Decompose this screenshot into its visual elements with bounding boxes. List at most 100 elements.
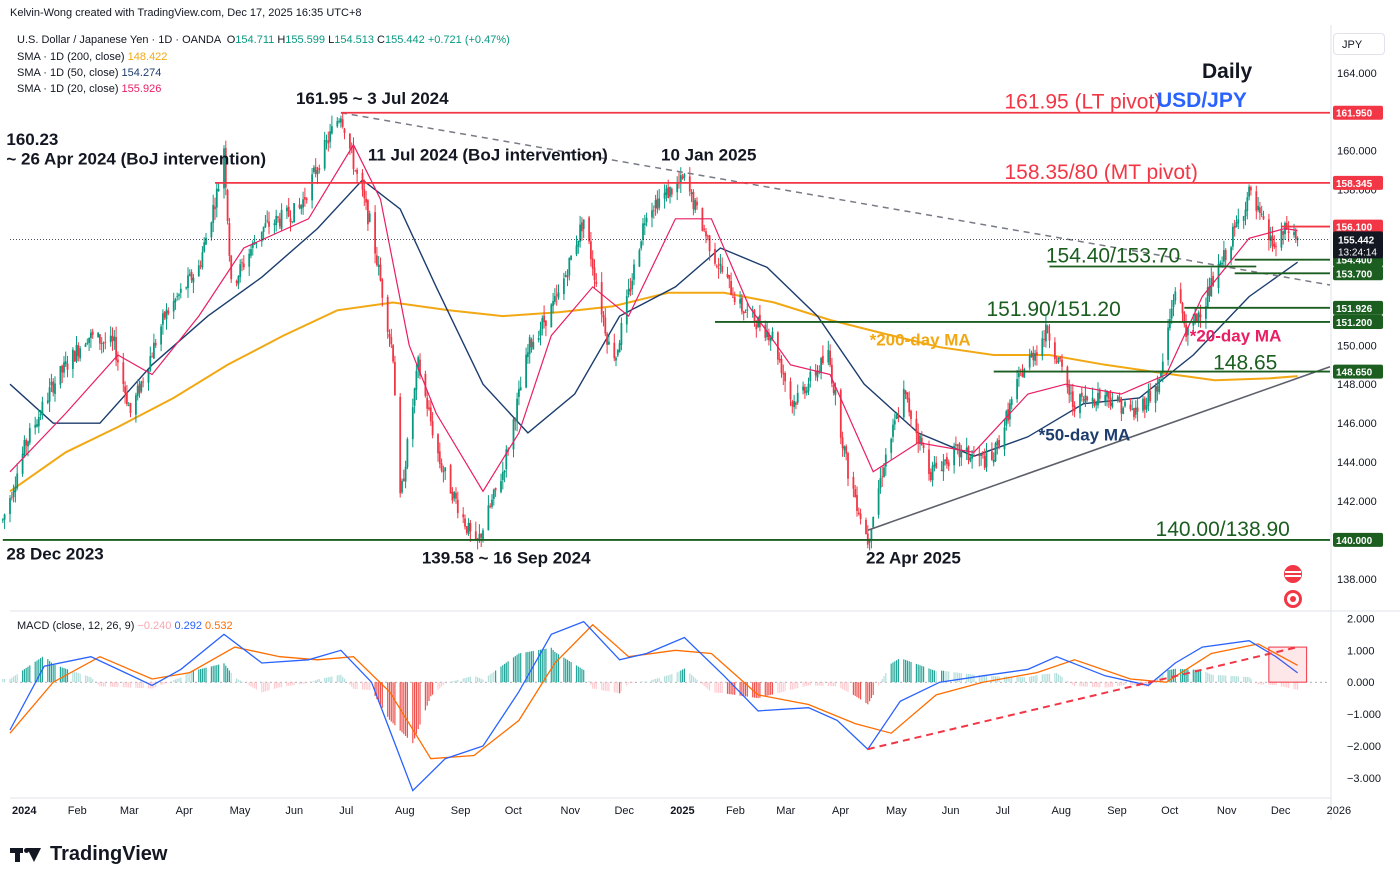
price-tick-label: 142.000: [1337, 496, 1377, 508]
candle-body: [1143, 398, 1146, 410]
time-tick-label: Jun: [942, 805, 960, 817]
candle-body: [304, 197, 306, 200]
candle-body: [545, 320, 547, 327]
candle-body: [109, 335, 112, 343]
candle-body: [1023, 369, 1026, 378]
candle-body: [75, 345, 78, 362]
candle-body: [201, 252, 204, 268]
candle-body: [852, 477, 855, 489]
level-price-tag: [1333, 266, 1383, 281]
candle-body: [881, 476, 884, 478]
candle-body: [417, 357, 420, 370]
level-label: 140.00/138.90: [1156, 518, 1290, 541]
sma200-value: 148.422: [127, 51, 168, 63]
candle-body: [411, 407, 414, 440]
candle-body: [1147, 391, 1150, 406]
candle-body: [915, 418, 918, 434]
candle-body: [212, 205, 215, 223]
candle-body: [341, 119, 344, 127]
candle-body: [978, 454, 981, 456]
candle-body: [37, 416, 40, 427]
candle-body: [188, 273, 191, 276]
candle-body: [620, 323, 623, 345]
sma50-legend[interactable]: SMA · 1D (50, close) 154.274: [17, 67, 161, 79]
candle-body: [176, 296, 179, 298]
candle-body: [768, 332, 770, 341]
candle-body: [187, 275, 189, 288]
candle-body: [77, 345, 80, 357]
candle-body: [602, 314, 605, 318]
candle-body: [1233, 225, 1236, 229]
candle-body: [172, 301, 175, 312]
open-label: O: [226, 34, 236, 46]
candle-body: [1097, 392, 1099, 406]
tradingview-logo[interactable]: TradingView: [10, 843, 167, 866]
candle-body: [555, 294, 558, 296]
chart-annotation: 11 Jul 2024 (BoJ intervention): [368, 145, 608, 164]
candle-body: [751, 309, 754, 311]
candle-body: [381, 279, 384, 298]
candle-body: [721, 266, 724, 272]
candle-body: [985, 452, 988, 468]
macd-legend[interactable]: MACD (close, 12, 26, 9) −0.240 0.292 0.5…: [17, 620, 233, 632]
candle-body: [9, 498, 11, 514]
last-price-value: 155.442: [1338, 235, 1375, 246]
candle-body: [197, 265, 200, 277]
close-value: 155.442: [385, 34, 425, 46]
symbol-legend[interactable]: U.S. Dollar / Japanese Yen · 1D · OANDA …: [17, 34, 510, 46]
candle-body: [21, 453, 24, 474]
candle-body: [1271, 236, 1274, 247]
candle-body: [1071, 391, 1074, 407]
candle-body: [140, 381, 143, 392]
candle-body: [27, 441, 29, 447]
candle-body: [1199, 314, 1202, 318]
candle-body: [179, 288, 182, 293]
candle-body: [163, 311, 166, 318]
candle-body: [1282, 231, 1285, 235]
candle-body: [960, 449, 963, 458]
candle-body: [287, 207, 290, 217]
candle-body: [956, 445, 959, 446]
time-tick-label: Mar: [776, 805, 795, 817]
candle-body: [732, 297, 734, 298]
candle-body: [126, 392, 128, 405]
candle-body: [971, 454, 973, 459]
candle-body: [235, 281, 238, 283]
candle-body: [456, 499, 459, 514]
candle-body: [12, 490, 15, 498]
sma200-legend[interactable]: SMA · 1D (200, close) 148.422: [17, 51, 167, 63]
candle-body: [46, 400, 49, 403]
candle-body: [1046, 325, 1049, 333]
candle-body: [1250, 187, 1252, 191]
candle-body: [726, 274, 729, 278]
time-tick-label: Nov: [561, 805, 581, 817]
candle-body: [1208, 286, 1211, 296]
sma20-line: [9, 143, 1298, 493]
chart-annotation: *200-day MA: [870, 330, 971, 349]
candles-group: [1, 112, 1299, 551]
candle-body: [136, 385, 139, 397]
currency-button[interactable]: JPY: [1333, 33, 1385, 55]
candle-body: [955, 444, 957, 446]
sma20-legend[interactable]: SMA · 1D (20, close) 155.926: [17, 83, 161, 95]
candle-body: [1280, 230, 1283, 248]
chart-subtitle: Daily: [1202, 60, 1253, 83]
candle-body: [419, 359, 421, 376]
candle-body: [527, 352, 529, 358]
candle-body: [1197, 312, 1200, 322]
candle-body: [917, 433, 920, 443]
candle-body: [224, 148, 227, 188]
candle-body: [608, 341, 610, 345]
level-price-tag: [1333, 300, 1383, 315]
macd-tick-label: 0.000: [1347, 677, 1375, 689]
candle-body: [453, 492, 456, 499]
tradingview-logo-icon: [10, 844, 44, 866]
candle-body: [769, 338, 772, 342]
candle-body: [1232, 226, 1234, 247]
candle-body: [582, 219, 585, 229]
candle-body: [165, 309, 168, 320]
candle-body: [944, 459, 946, 462]
candle-body: [714, 249, 716, 264]
low-value: 154.513: [334, 34, 374, 46]
